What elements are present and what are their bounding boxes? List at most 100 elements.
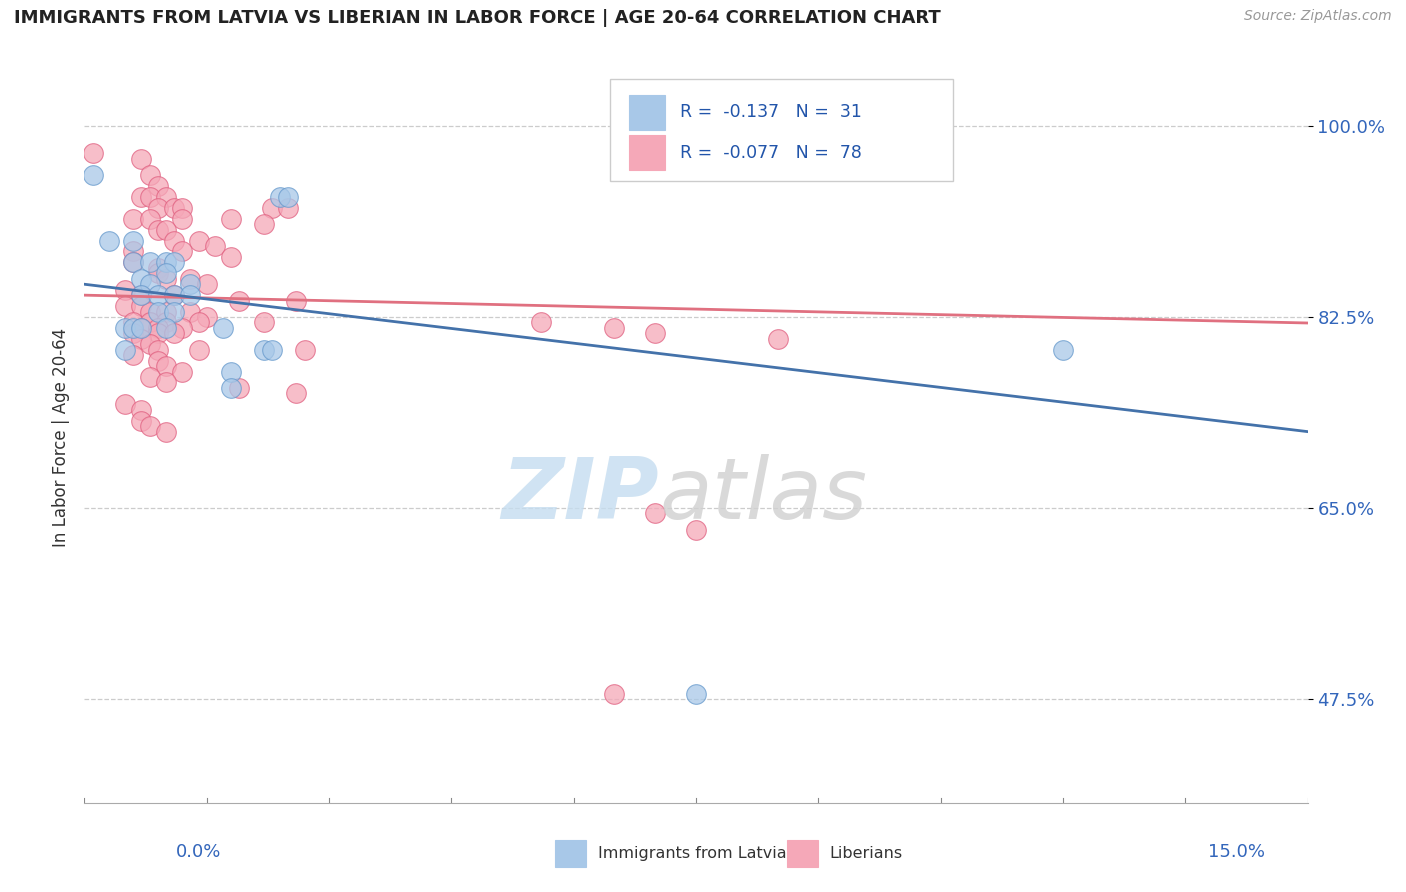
- Point: [187, 315, 209, 329]
- Point: [138, 255, 160, 269]
- Point: [146, 353, 169, 368]
- Point: [172, 244, 194, 259]
- Point: [155, 304, 177, 318]
- Point: [114, 283, 136, 297]
- Point: [155, 425, 177, 439]
- Point: [163, 255, 186, 269]
- Point: [163, 288, 186, 302]
- Point: [138, 277, 160, 292]
- Bar: [628, 135, 665, 170]
- Point: [114, 321, 136, 335]
- Point: [530, 315, 553, 329]
- Point: [146, 179, 169, 194]
- Point: [138, 190, 160, 204]
- Point: [146, 304, 169, 318]
- Point: [122, 321, 145, 335]
- Point: [122, 244, 145, 259]
- Point: [114, 343, 136, 357]
- Text: atlas: atlas: [659, 454, 868, 537]
- Point: [172, 201, 194, 215]
- Point: [138, 304, 160, 318]
- Point: [155, 222, 177, 236]
- Point: [155, 376, 177, 390]
- Point: [219, 365, 242, 379]
- Point: [285, 386, 308, 401]
- Point: [766, 332, 789, 346]
- Point: [122, 255, 145, 269]
- Point: [155, 315, 177, 329]
- Point: [155, 359, 177, 373]
- Point: [219, 250, 242, 264]
- Point: [253, 217, 276, 231]
- Point: [172, 365, 194, 379]
- Point: [114, 299, 136, 313]
- Point: [155, 190, 177, 204]
- Point: [187, 343, 209, 357]
- Point: [146, 326, 169, 341]
- Point: [114, 397, 136, 411]
- Point: [131, 299, 153, 313]
- Text: Immigrants from Latvia: Immigrants from Latvia: [598, 847, 786, 861]
- Point: [155, 321, 177, 335]
- Point: [195, 310, 218, 324]
- Point: [155, 272, 177, 286]
- Text: 15.0%: 15.0%: [1208, 843, 1265, 861]
- Point: [228, 381, 250, 395]
- Point: [228, 293, 250, 308]
- Point: [253, 343, 276, 357]
- Point: [122, 211, 145, 226]
- Point: [644, 507, 666, 521]
- Point: [172, 321, 194, 335]
- Point: [163, 304, 186, 318]
- Point: [1052, 343, 1074, 357]
- Point: [122, 234, 145, 248]
- Point: [212, 321, 235, 335]
- Text: ZIP: ZIP: [502, 454, 659, 537]
- Point: [146, 343, 169, 357]
- Point: [163, 288, 186, 302]
- Point: [253, 315, 276, 329]
- Point: [204, 239, 226, 253]
- Point: [138, 370, 160, 384]
- Text: R =  -0.077   N =  78: R = -0.077 N = 78: [681, 144, 862, 161]
- Point: [131, 288, 153, 302]
- Point: [146, 288, 169, 302]
- Text: Liberians: Liberians: [830, 847, 903, 861]
- Point: [138, 168, 160, 182]
- Point: [146, 222, 169, 236]
- Point: [146, 266, 169, 280]
- Point: [155, 255, 177, 269]
- Point: [146, 321, 169, 335]
- Point: [277, 190, 299, 204]
- Point: [195, 277, 218, 292]
- Point: [179, 272, 201, 286]
- Point: [155, 266, 177, 280]
- FancyBboxPatch shape: [610, 78, 953, 181]
- Point: [163, 201, 186, 215]
- Point: [138, 315, 160, 329]
- Point: [260, 343, 283, 357]
- Point: [138, 419, 160, 434]
- Text: 0.0%: 0.0%: [176, 843, 221, 861]
- Point: [172, 211, 194, 226]
- Point: [122, 348, 145, 362]
- Point: [82, 146, 104, 161]
- Point: [131, 288, 153, 302]
- Point: [97, 234, 120, 248]
- Point: [187, 234, 209, 248]
- Point: [294, 343, 316, 357]
- Point: [131, 272, 153, 286]
- Point: [260, 201, 283, 215]
- Point: [131, 321, 153, 335]
- Point: [603, 321, 626, 335]
- Point: [131, 414, 153, 428]
- Y-axis label: In Labor Force | Age 20-64: In Labor Force | Age 20-64: [52, 327, 70, 547]
- Point: [138, 211, 160, 226]
- Point: [146, 260, 169, 275]
- Point: [285, 293, 308, 308]
- Point: [131, 152, 153, 166]
- Text: Source: ZipAtlas.com: Source: ZipAtlas.com: [1244, 9, 1392, 23]
- Point: [644, 326, 666, 341]
- Point: [138, 337, 160, 351]
- Bar: [628, 95, 665, 130]
